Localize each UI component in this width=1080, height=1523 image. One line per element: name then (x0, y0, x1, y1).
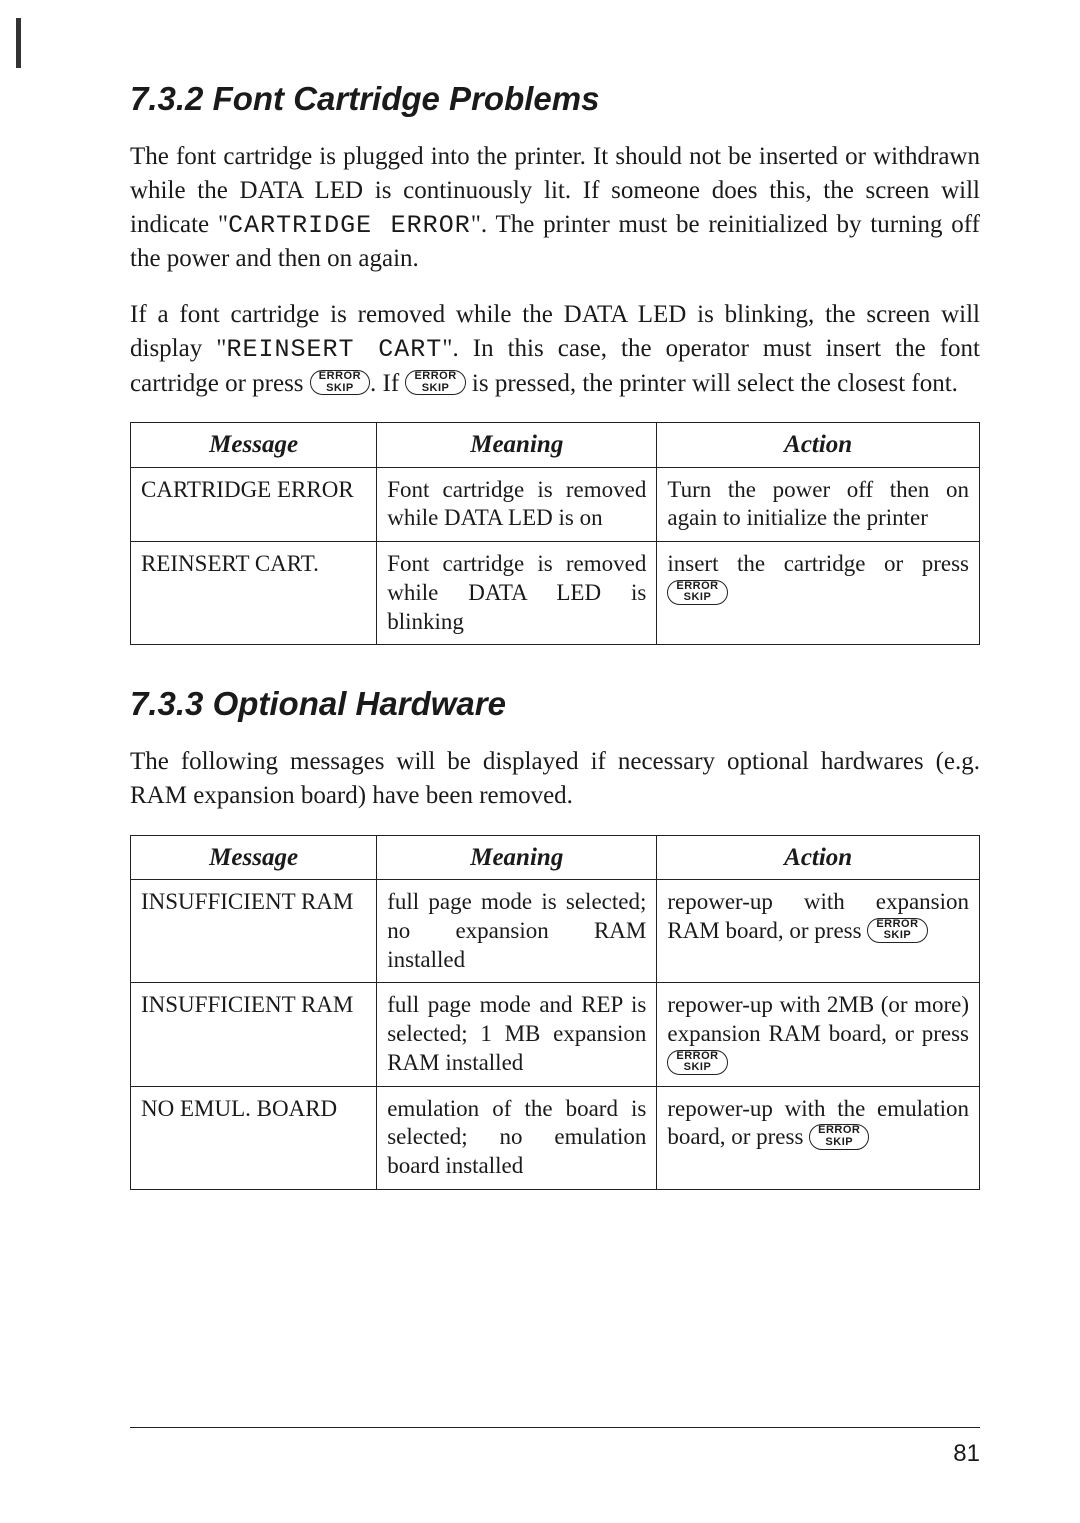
col-header-action: Action (657, 835, 980, 879)
table-row: INSUFFICIENT RAM full page mode is selec… (131, 880, 980, 983)
cell-action: repower-up with the emulation board, or … (657, 1086, 980, 1189)
text: is pressed, the printer will select the … (466, 370, 958, 397)
table-row: REINSERT CART. Font cartridge is removed… (131, 542, 980, 645)
error-skip-key-icon: ERRORSKIP (667, 580, 727, 605)
table-font-cartridge: Message Meaning Action CARTRIDGE ERROR F… (130, 422, 980, 645)
text: insert the cartridge or press (667, 551, 969, 576)
page: 7.3.2 Font Cartridge Problems The font c… (0, 0, 1080, 1523)
col-header-message: Message (131, 835, 377, 879)
col-header-message: Message (131, 423, 377, 467)
table-row: INSUFFICIENT RAM full page mode and REP … (131, 983, 980, 1086)
table-header-row: Message Meaning Action (131, 835, 980, 879)
cell-meaning: full page mode is selected; no expansion… (377, 880, 657, 983)
cell-meaning: full page mode and REP is selected; 1 MB… (377, 983, 657, 1086)
para-733-1: The following messages will be displayed… (130, 745, 980, 813)
cell-message: INSUFFICIENT RAM (131, 983, 377, 1086)
cell-message: CARTRIDGE ERROR (131, 467, 377, 542)
cell-message: REINSERT CART. (131, 542, 377, 645)
table-row: CARTRIDGE ERROR Font cartridge is remove… (131, 467, 980, 542)
cell-message: NO EMUL. BOARD (131, 1086, 377, 1189)
para-732-2: If a font cartridge is removed while the… (130, 298, 980, 400)
error-skip-key-icon: ERRORSKIP (667, 1050, 727, 1075)
footer-rule (130, 1427, 980, 1428)
cell-meaning: Font cartridge is removed while DATA LED… (377, 467, 657, 542)
error-skip-key-icon: ERRORSKIP (405, 370, 465, 395)
cell-meaning: emulation of the board is selected; no e… (377, 1086, 657, 1189)
text: repower-up with 2MB (or more) expansion … (667, 992, 969, 1046)
table-header-row: Message Meaning Action (131, 423, 980, 467)
page-number: 81 (953, 1440, 980, 1468)
table-row: NO EMUL. BOARD emulation of the board is… (131, 1086, 980, 1189)
error-skip-key-icon: ERRORSKIP (809, 1124, 869, 1149)
col-header-meaning: Meaning (377, 423, 657, 467)
para-732-1: The font cartridge is plugged into the p… (130, 140, 980, 276)
text: . If (370, 370, 405, 397)
heading-733: 7.3.3 Optional Hardware (130, 685, 980, 723)
cell-action: insert the cartridge or press ERRORSKIP (657, 542, 980, 645)
scan-edge-mark (16, 18, 21, 68)
mono-text: REINSERT CART (226, 335, 442, 364)
error-skip-key-icon: ERRORSKIP (867, 918, 927, 943)
cell-action: Turn the power off then on again to init… (657, 467, 980, 542)
error-skip-key-icon: ERRORSKIP (310, 370, 370, 395)
heading-732: 7.3.2 Font Cartridge Problems (130, 80, 980, 118)
cell-action: repower-up with 2MB (or more) expansion … (657, 983, 980, 1086)
cell-meaning: Font cartridge is removed while DATA LED… (377, 542, 657, 645)
cell-message: INSUFFICIENT RAM (131, 880, 377, 983)
cell-action: repower-up with expansion RAM board, or … (657, 880, 980, 983)
col-header-action: Action (657, 423, 980, 467)
mono-text: CARTRIDGE ERROR (228, 211, 471, 240)
col-header-meaning: Meaning (377, 835, 657, 879)
table-optional-hardware: Message Meaning Action INSUFFICIENT RAM … (130, 835, 980, 1190)
